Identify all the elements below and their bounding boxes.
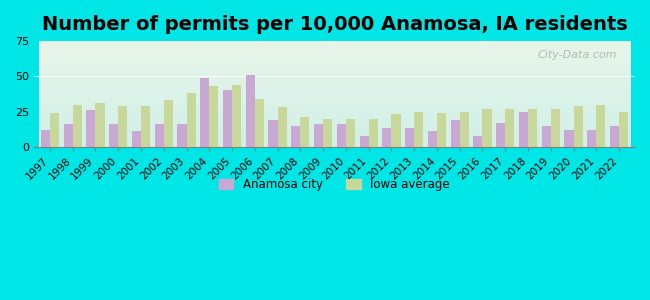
Bar xyxy=(300,117,309,147)
Bar xyxy=(141,106,150,147)
Bar xyxy=(391,114,400,147)
Bar xyxy=(73,104,82,147)
Bar xyxy=(155,124,164,147)
Bar xyxy=(519,112,528,147)
Bar xyxy=(232,85,241,147)
Bar xyxy=(86,110,96,147)
Bar xyxy=(369,118,378,147)
Bar xyxy=(414,112,423,147)
Bar xyxy=(619,112,628,147)
Bar xyxy=(564,130,573,147)
Bar xyxy=(177,124,187,147)
Bar xyxy=(323,118,332,147)
Bar xyxy=(450,120,460,147)
Bar xyxy=(587,130,596,147)
Bar xyxy=(505,109,514,147)
Bar xyxy=(109,124,118,147)
Bar xyxy=(314,124,323,147)
Text: City-Data.com: City-Data.com xyxy=(538,50,617,60)
Bar xyxy=(187,93,196,147)
Bar xyxy=(291,126,300,147)
Bar xyxy=(209,86,218,147)
Bar xyxy=(132,131,141,147)
Bar xyxy=(437,113,446,147)
Bar xyxy=(337,124,346,147)
Bar xyxy=(246,75,255,147)
Bar xyxy=(268,120,278,147)
Bar xyxy=(573,106,582,147)
Bar xyxy=(596,104,605,147)
Bar xyxy=(278,107,287,147)
Legend: Anamosa city, Iowa average: Anamosa city, Iowa average xyxy=(214,173,454,196)
Bar xyxy=(473,136,482,147)
Bar xyxy=(496,123,505,147)
Bar xyxy=(41,130,50,147)
Bar xyxy=(223,90,232,147)
Bar xyxy=(541,126,551,147)
Bar xyxy=(551,109,560,147)
Title: Number of permits per 10,000 Anamosa, IA residents: Number of permits per 10,000 Anamosa, IA… xyxy=(42,15,627,34)
Bar xyxy=(460,112,469,147)
Bar xyxy=(118,106,127,147)
Bar xyxy=(528,109,537,147)
Bar xyxy=(405,128,414,147)
Bar xyxy=(200,78,209,147)
Bar xyxy=(359,136,369,147)
Bar xyxy=(382,128,391,147)
Bar xyxy=(428,131,437,147)
Bar xyxy=(64,124,73,147)
Bar xyxy=(96,103,105,147)
Bar xyxy=(482,109,491,147)
Bar xyxy=(610,126,619,147)
Bar xyxy=(346,118,355,147)
Bar xyxy=(164,100,173,147)
Bar xyxy=(50,113,59,147)
Bar xyxy=(255,99,264,147)
